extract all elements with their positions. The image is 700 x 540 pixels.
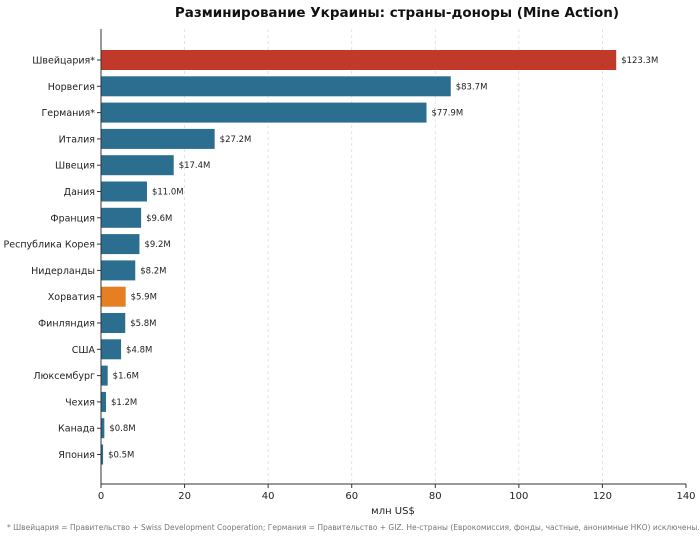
bars <box>101 50 617 465</box>
bar-value-label: $0.5M <box>108 451 134 461</box>
x-tick-label: 0 <box>98 491 104 502</box>
y-tick-label: Дания <box>64 187 95 198</box>
bar-value-label: $17.4M <box>179 161 211 171</box>
x-tick-label: 140 <box>676 491 695 502</box>
bar-value-label: $4.8M <box>126 345 152 355</box>
x-tick-label: 60 <box>345 491 358 502</box>
x-tick-label: 40 <box>262 491 275 502</box>
x-axis-label: млн US$ <box>371 506 415 517</box>
bar-value-label: $0.8M <box>109 424 135 434</box>
bar-value-label: $83.7M <box>456 82 488 92</box>
footnote: * Швейцария = Правительство + Swiss Deve… <box>7 523 700 532</box>
bar-value-label: $27.2M <box>220 135 252 145</box>
bar-value-label: $77.9M <box>432 109 464 119</box>
y-tick-label: Норвегия <box>48 82 95 93</box>
bar-value-label: $11.0M <box>152 188 184 198</box>
x-gridlines <box>184 29 603 484</box>
bar <box>101 76 451 97</box>
bar <box>101 444 104 465</box>
bar <box>101 181 147 202</box>
bar-value-label: $123.3M <box>621 56 658 66</box>
bar <box>101 155 174 176</box>
bar <box>101 50 617 70</box>
bar-value-label: $9.2M <box>144 240 170 250</box>
bar-value-label: $9.6M <box>146 214 172 224</box>
y-tick-label: США <box>72 345 96 356</box>
bar-value-label: $1.2M <box>111 398 137 408</box>
y-tick-label: Швеция <box>55 161 95 172</box>
y-tick-label: Люксембург <box>33 371 95 382</box>
bar-value-label: $1.6M <box>113 372 139 382</box>
x-tick-label: 80 <box>429 491 442 502</box>
bar-value-label: $5.9M <box>131 293 157 303</box>
bar <box>101 207 142 228</box>
y-tick-label: Италия <box>59 134 95 145</box>
y-tick-label: Япония <box>58 450 95 461</box>
value-labels: $123.3M $83.7M $77.9M $27.2M $17.4M $11.0M $9.… <box>108 56 658 461</box>
y-tick-label: Чехия <box>65 397 95 408</box>
bar <box>101 102 427 123</box>
bar <box>101 128 215 149</box>
y-tick-label: Республика Корея <box>4 240 95 251</box>
y-tick-labels: Швейцария* Норвегия Германия* Италия Швеция Д… <box>4 56 101 461</box>
x-tick-label: 100 <box>509 491 528 502</box>
chart-title: Разминирование Украины: страны-доноры (M… <box>175 5 619 21</box>
bar <box>101 391 107 412</box>
y-tick-label: Нидерланды <box>31 266 95 277</box>
y-tick-label: Канада <box>58 424 95 435</box>
bar <box>101 286 126 307</box>
y-tick-label: Хорватия <box>48 292 95 303</box>
y-tick-label: Финляндия <box>38 319 95 330</box>
bar <box>101 260 136 281</box>
bar-value-label: $5.8M <box>130 319 156 329</box>
bar <box>101 339 122 360</box>
y-tick-label: Франция <box>50 213 95 224</box>
y-tick-label: Германия* <box>41 108 95 119</box>
bar <box>101 365 108 386</box>
y-tick-label: Швейцария* <box>32 56 95 67</box>
x-tick-labels: 0 20 40 60 80 100 120 140 <box>98 484 696 502</box>
x-tick-label: 20 <box>178 491 191 502</box>
bar <box>101 234 140 255</box>
bar <box>101 418 105 439</box>
x-tick-label: 120 <box>593 491 612 502</box>
bar <box>101 313 126 333</box>
bar-value-label: $8.2M <box>140 266 166 276</box>
